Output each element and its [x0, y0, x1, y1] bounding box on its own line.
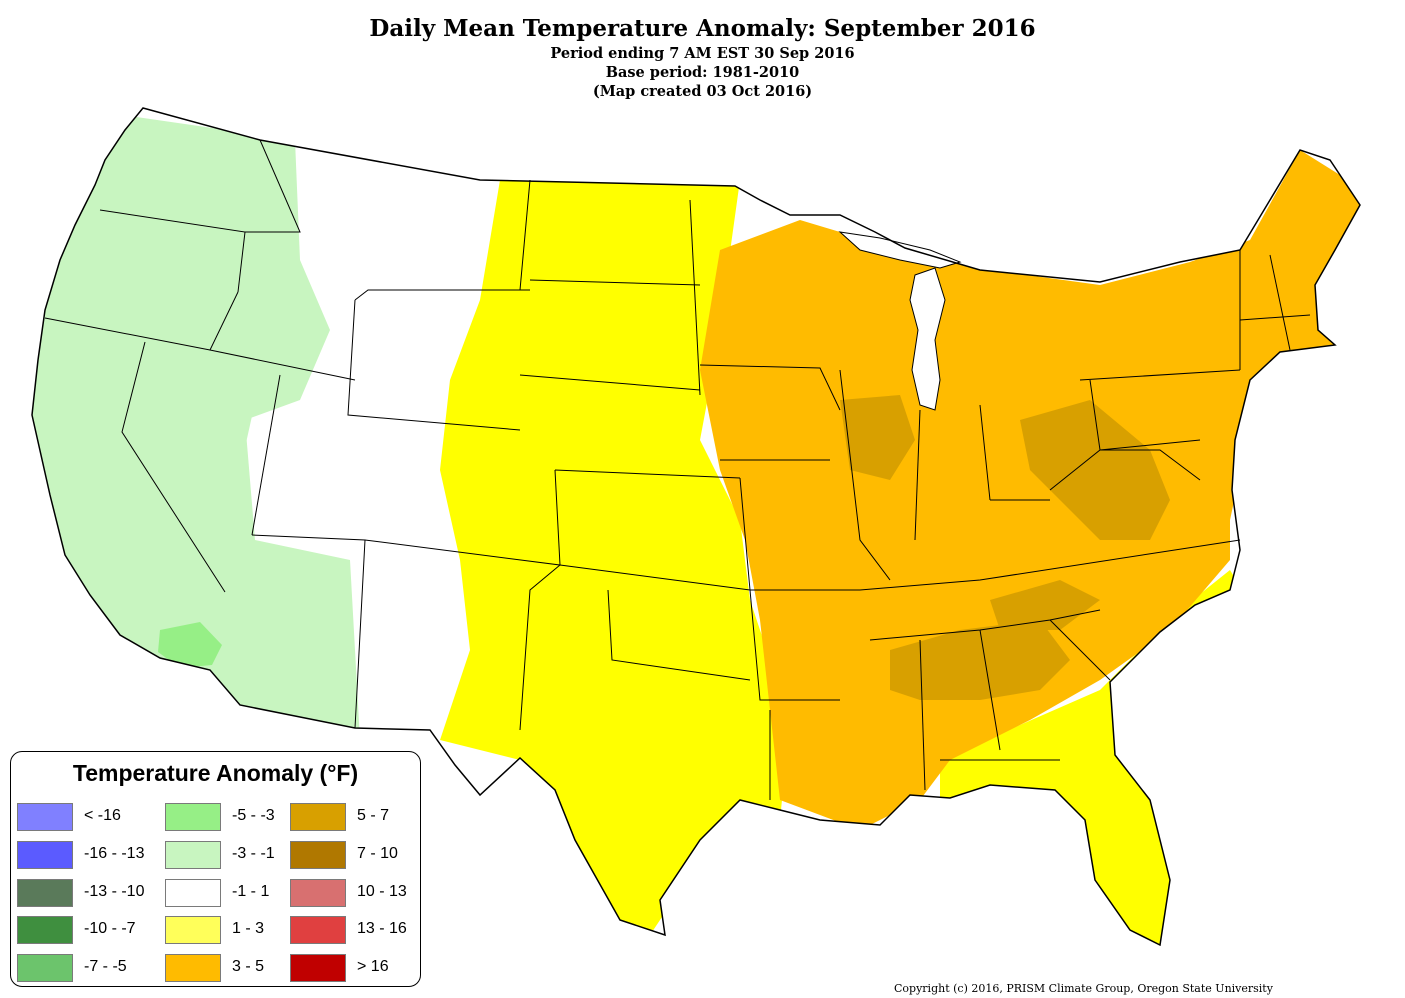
warmest-region-alabama [890, 620, 1070, 700]
legend-label: < -16 [84, 807, 121, 824]
warmest-region-tennessee [990, 580, 1100, 630]
legend-label: 10 - 13 [357, 883, 407, 900]
copyright-text: Copyright (c) 2016, PRISM Climate Group,… [894, 982, 1273, 995]
legend-label: -5 - -3 [232, 807, 275, 824]
legend-label: 1 - 3 [232, 920, 265, 937]
cool-region-great-basin [140, 330, 260, 500]
legend-swatch [17, 803, 73, 831]
legend-label: 7 - 10 [357, 845, 398, 862]
us-outline [31, 107, 1361, 947]
legend-swatch [290, 879, 346, 907]
map-titles: Daily Mean Temperature Anomaly: Septembe… [0, 14, 1405, 101]
legend-swatch [165, 879, 221, 907]
legend-swatch [165, 803, 221, 831]
map-subtitle-base: Base period: 1981-2010 [605, 64, 800, 81]
legend-swatch [17, 841, 73, 869]
lake-superior [838, 231, 962, 269]
legend-label: -16 - -13 [84, 845, 145, 862]
legend-label: > 16 [357, 958, 389, 975]
legend-label: 3 - 5 [232, 958, 265, 975]
legend-label: -13 - -10 [84, 883, 145, 900]
legend-swatch [17, 916, 73, 944]
legend-title: Temperature Anomaly (°F) [72, 760, 359, 786]
legend-label: -7 - -5 [84, 958, 127, 975]
legend-swatch [290, 803, 346, 831]
legend-label: -1 - 1 [232, 883, 270, 900]
legend-swatch [165, 954, 221, 982]
legend-swatch [17, 954, 73, 982]
legend-swatch [290, 916, 346, 944]
state-boundaries [44, 139, 1311, 800]
legend-swatch [290, 954, 346, 982]
map-subtitle-period: Period ending 7 AM EST 30 Sep 2016 [550, 45, 855, 62]
legend-swatch [17, 879, 73, 907]
map-subtitle-created: (Map created 03 Oct 2016) [592, 83, 813, 100]
cooler-region-socal [158, 622, 222, 668]
legend-swatch [165, 841, 221, 869]
legend-swatch [165, 916, 221, 944]
lake-michigan [909, 267, 946, 411]
warmer-region-east [700, 150, 1360, 830]
legend: Temperature Anomaly (°F) < -16 -16 - -13… [10, 751, 421, 987]
legend-label: -10 - -7 [84, 920, 136, 937]
warmest-region-ohio-valley [1020, 400, 1170, 540]
warmest-region-illinois [840, 395, 915, 480]
legend-label: 13 - 16 [357, 920, 407, 937]
legend-label: 5 - 7 [357, 807, 390, 824]
legend-swatch [290, 841, 346, 869]
map-title: Daily Mean Temperature Anomaly: Septembe… [369, 15, 1036, 42]
legend-label: -3 - -1 [232, 845, 275, 862]
